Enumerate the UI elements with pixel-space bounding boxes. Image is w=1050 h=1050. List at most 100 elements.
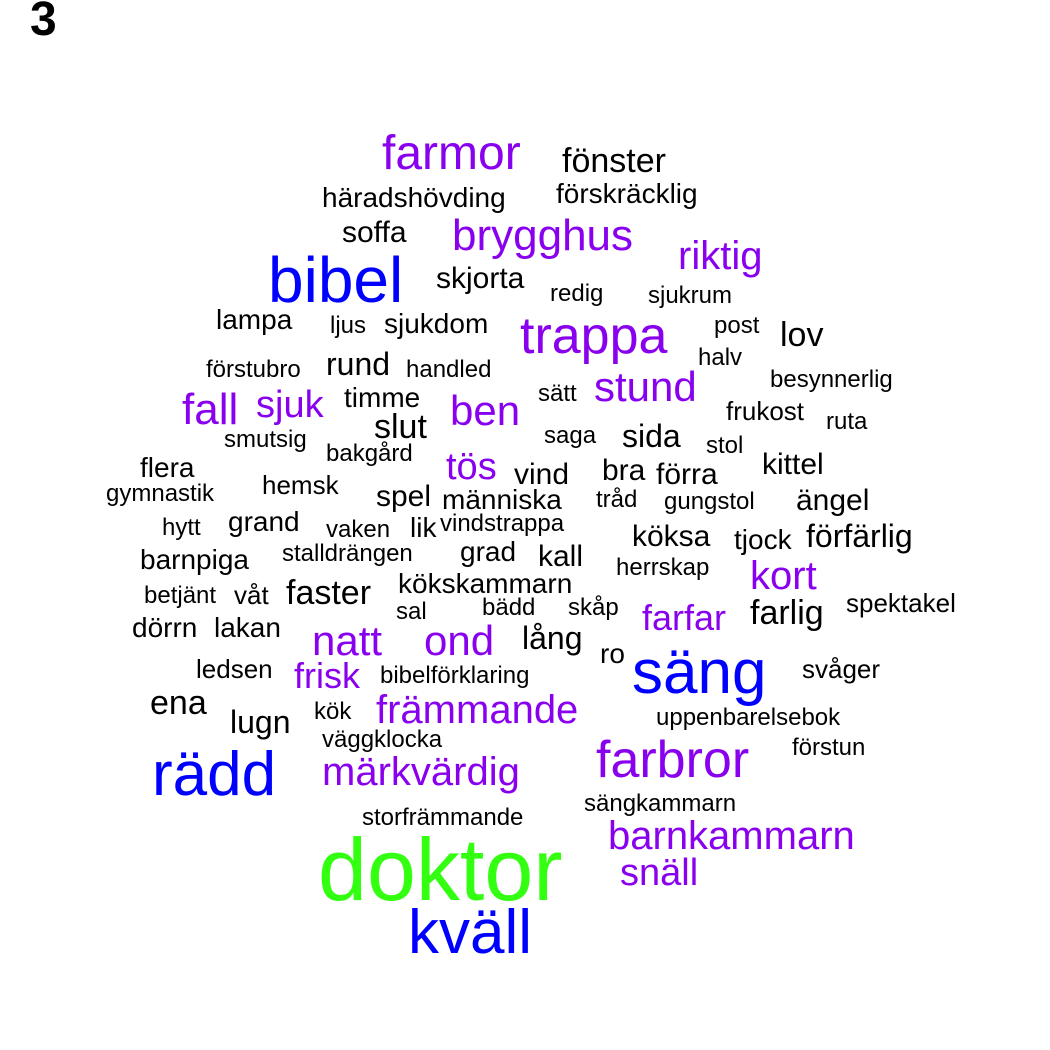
word-100: storfrämmande xyxy=(362,804,524,831)
word-5: bibel xyxy=(268,244,404,316)
panel-label: 3 xyxy=(30,0,57,46)
word-44: frukost xyxy=(726,396,805,426)
word-75: kall xyxy=(538,540,584,573)
word-55: förra xyxy=(656,458,718,491)
word-15: stund xyxy=(594,363,697,410)
word-80: kökskammarn xyxy=(398,568,573,599)
word-4: säng xyxy=(632,638,767,707)
word-13: natt xyxy=(312,617,383,664)
word-48: saga xyxy=(544,422,597,449)
word-32: lampa xyxy=(216,304,293,335)
word-14: ond xyxy=(424,617,495,664)
word-65: grand xyxy=(228,506,300,537)
word-76: herrskap xyxy=(616,554,710,581)
word-95: uppenbarelsebok xyxy=(656,704,841,731)
word-33: ljus xyxy=(330,312,367,339)
word-37: halv xyxy=(698,344,743,371)
word-39: rund xyxy=(326,346,391,382)
word-70: tjock xyxy=(734,524,792,555)
word-61: tråd xyxy=(596,486,638,513)
word-19: tös xyxy=(446,446,497,488)
word-69: köksa xyxy=(632,520,711,553)
word-47: smutsig xyxy=(224,426,307,453)
word-63: ängel xyxy=(796,484,870,517)
word-34: sjukdom xyxy=(384,308,489,339)
word-92: svåger xyxy=(802,654,881,684)
word-23: frisk xyxy=(294,655,360,696)
word-51: bakgård xyxy=(326,440,413,467)
word-22: snäll xyxy=(620,852,699,894)
word-46: slut xyxy=(374,408,427,446)
word-93: ena xyxy=(150,684,207,722)
word-71: förfärlig xyxy=(806,518,913,554)
word-6: farbror xyxy=(596,731,750,789)
word-49: sida xyxy=(622,418,681,454)
word-52: flera xyxy=(140,452,195,483)
word-42: timme xyxy=(344,382,421,413)
word-83: sal xyxy=(396,598,427,625)
word-9: brygghus xyxy=(452,211,634,260)
word-78: våt xyxy=(234,580,269,610)
word-98: förstun xyxy=(792,734,866,761)
word-88: lång xyxy=(522,620,583,656)
word-3: rädd xyxy=(152,740,277,809)
word-36: lov xyxy=(780,316,824,354)
word-11: märkvärdig xyxy=(322,750,520,794)
word-25: fönster xyxy=(562,142,666,180)
word-31: sjukrum xyxy=(648,282,733,309)
word-40: handled xyxy=(406,356,492,383)
word-57: gymnastik xyxy=(106,480,215,507)
word-8: farmor xyxy=(382,127,521,180)
word-72: barnpiga xyxy=(140,544,249,575)
word-38: förstubro xyxy=(206,356,301,383)
word-77: betjänt xyxy=(144,582,217,609)
word-94: kök xyxy=(314,698,352,725)
word-87: lakan xyxy=(214,612,281,643)
word-74: grad xyxy=(460,536,517,567)
word-82: skåp xyxy=(568,594,619,621)
word-90: ledsen xyxy=(196,654,273,684)
word-62: gungstol xyxy=(664,488,755,515)
word-17: fall xyxy=(182,385,239,434)
word-43: sätt xyxy=(538,380,577,407)
word-1: doktor xyxy=(318,820,563,919)
word-68: vindstrappa xyxy=(440,510,565,537)
word-58: hemsk xyxy=(262,470,339,500)
word-59: spel xyxy=(376,480,432,513)
word-2: kväll xyxy=(408,898,533,967)
word-20: riktig xyxy=(678,234,763,278)
word-16: ben xyxy=(450,387,521,434)
word-21: kort xyxy=(750,554,817,598)
word-27: häradshövding xyxy=(322,182,506,213)
word-64: hytt xyxy=(162,514,201,541)
word-26: förskräcklig xyxy=(556,178,698,209)
word-96: lugn xyxy=(230,704,291,740)
word-91: bibelförklaring xyxy=(380,662,530,689)
word-7: trappa xyxy=(520,307,668,365)
word-12: främmande xyxy=(376,688,579,732)
word-35: post xyxy=(714,312,760,339)
word-99: sängkammarn xyxy=(584,790,737,817)
word-54: bra xyxy=(602,454,646,487)
word-41: besynnerlig xyxy=(770,366,893,393)
word-53: vind xyxy=(514,458,570,491)
word-66: vaken xyxy=(326,516,391,543)
word-73: stalldrängen xyxy=(282,540,413,567)
word-89: ro xyxy=(600,638,625,669)
word-10: barnkammarn xyxy=(608,814,855,858)
word-56: kittel xyxy=(762,448,824,481)
word-29: skjorta xyxy=(436,262,525,295)
word-81: bädd xyxy=(482,594,536,621)
word-84: farlig xyxy=(750,594,824,632)
word-45: ruta xyxy=(826,408,868,435)
word-18: sjuk xyxy=(256,384,324,426)
word-67: lik xyxy=(410,512,437,543)
word-60: människa xyxy=(442,484,562,515)
word-85: spektakel xyxy=(846,588,956,618)
word-24: farfar xyxy=(642,597,727,638)
word-86: dörrn xyxy=(132,612,198,643)
word-30: redig xyxy=(550,280,604,307)
word-28: soffa xyxy=(342,216,407,249)
word-97: väggklocka xyxy=(322,726,443,753)
